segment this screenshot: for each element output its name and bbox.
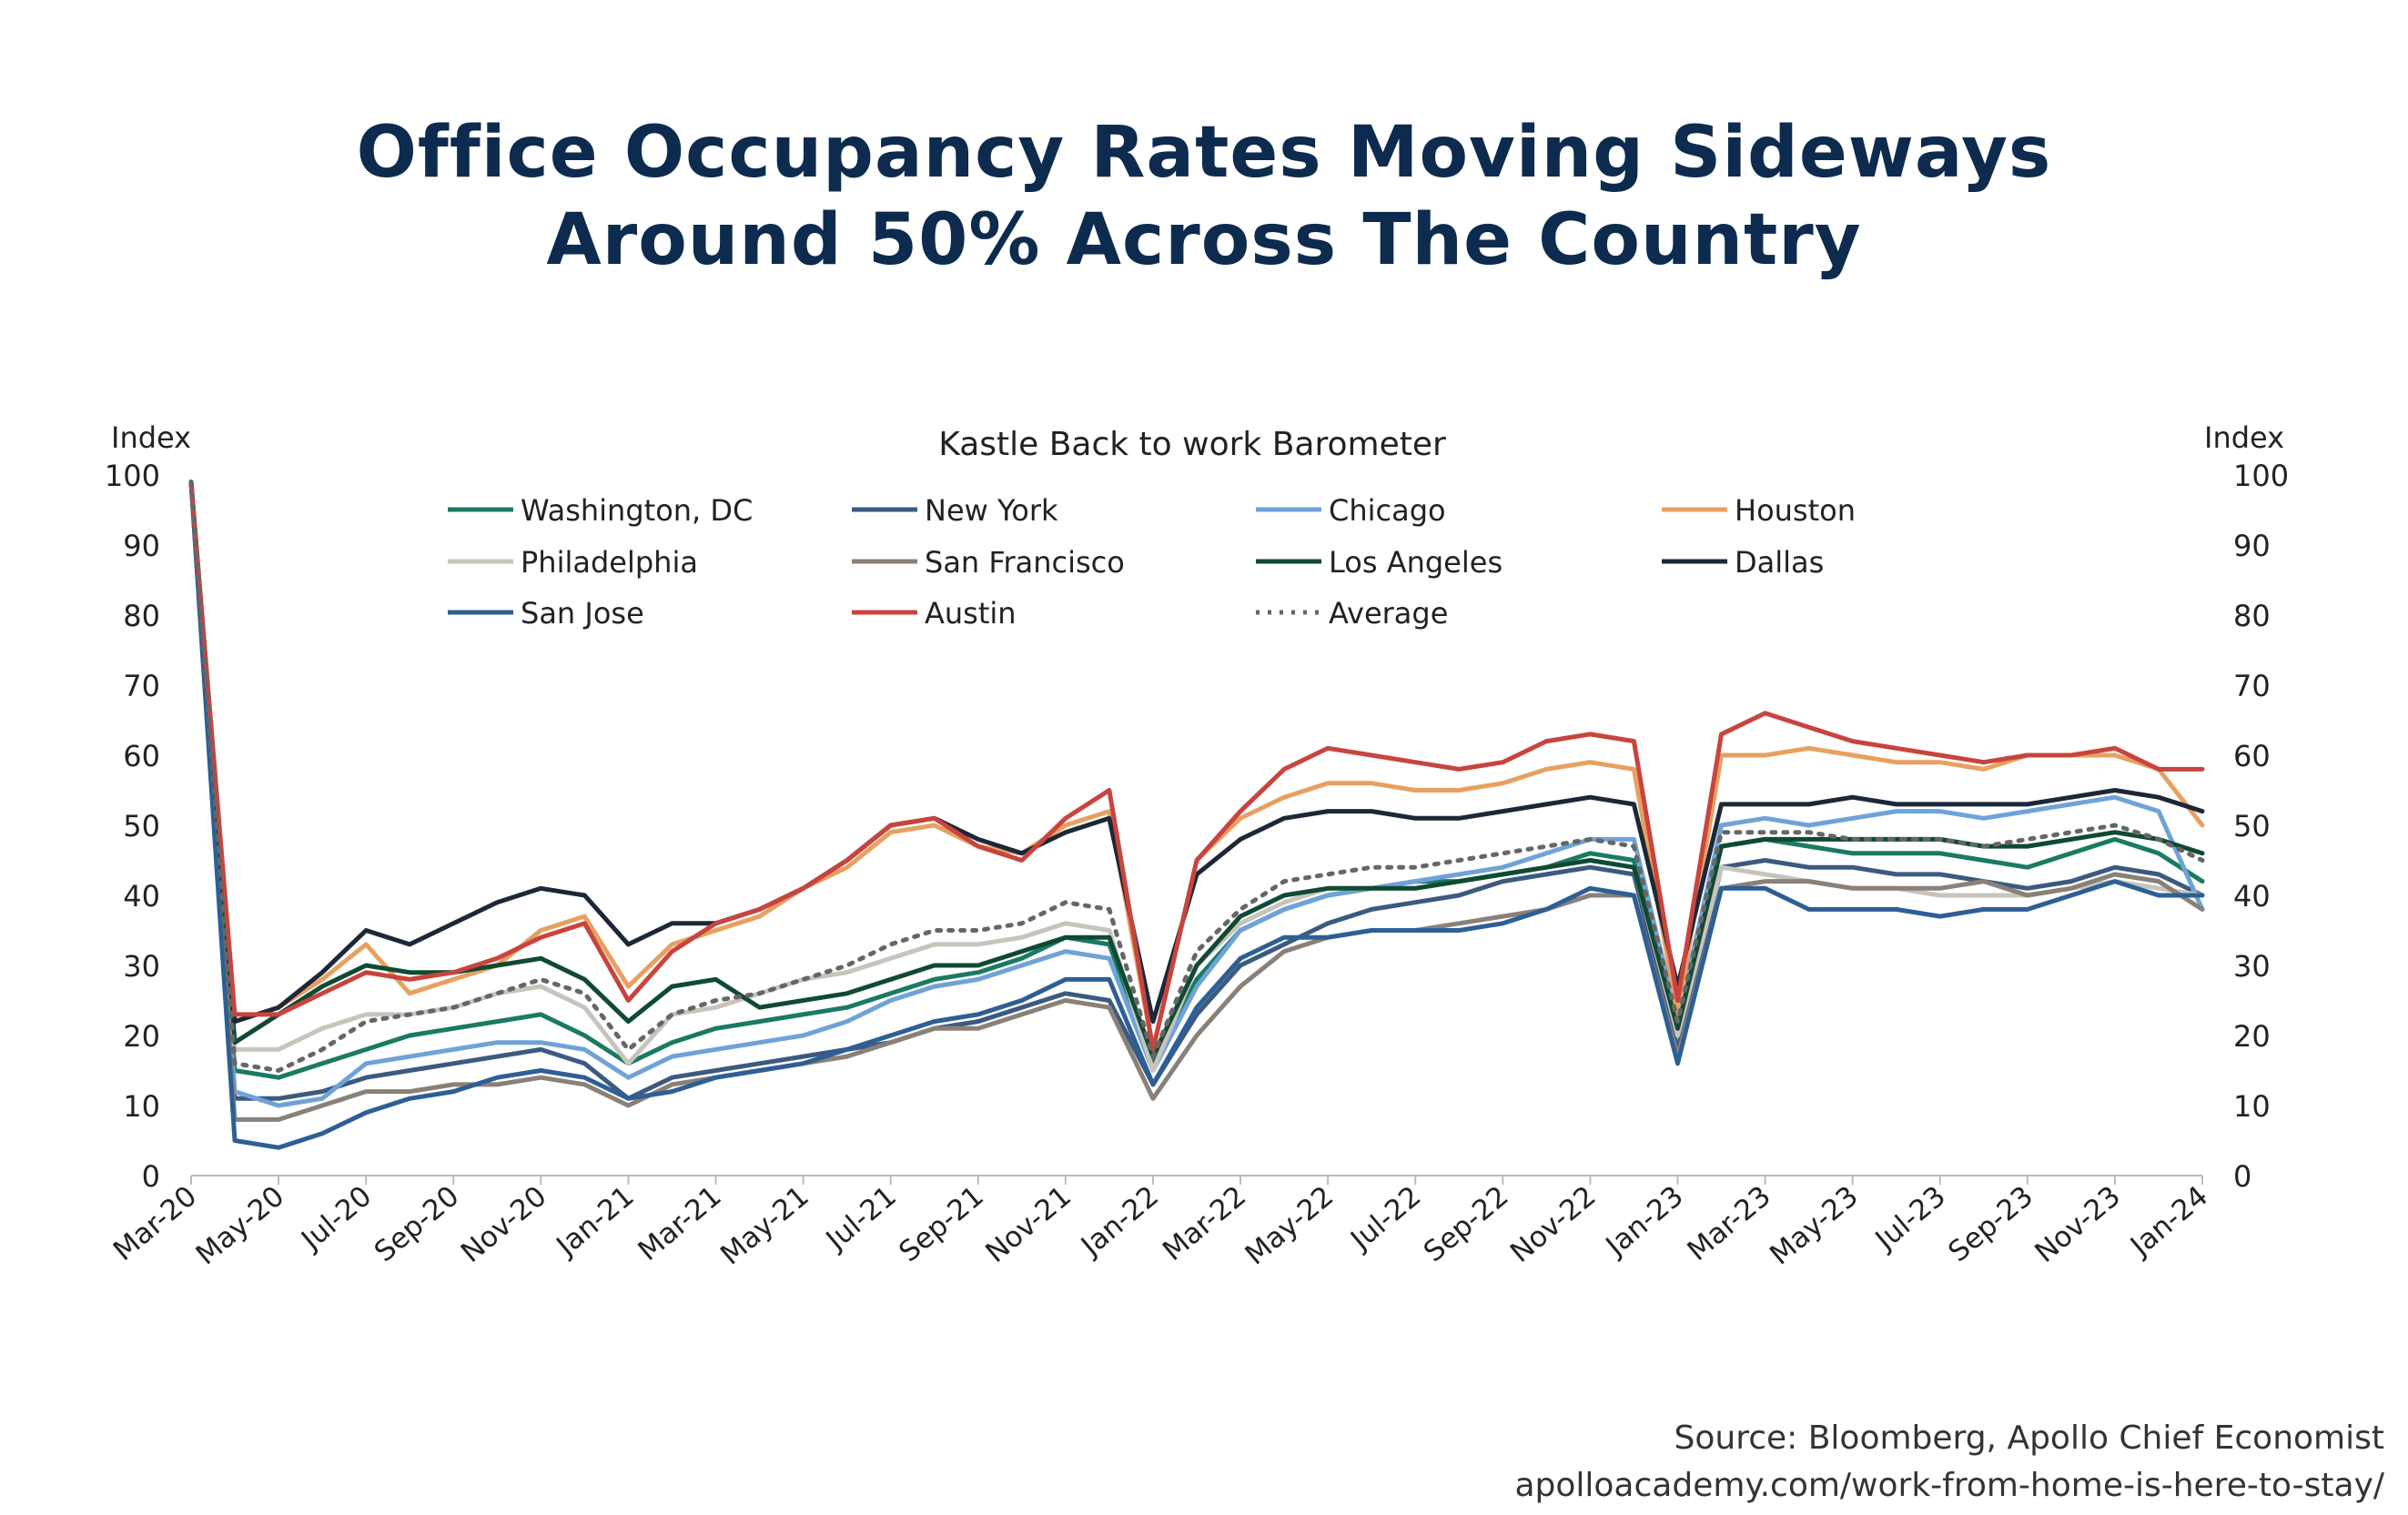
x-tick-label: Jul-23 [1868, 1180, 1952, 1257]
chart-title-line-2: Around 50% Across The Country [546, 199, 1862, 281]
legend-label: San Francisco [925, 545, 1125, 580]
x-tick-label: Sep-21 [893, 1180, 990, 1269]
series-line-los-angeles [188, 480, 2205, 1059]
series-line-austin [188, 480, 2205, 1052]
x-tick-label: Jul-21 [819, 1180, 903, 1257]
y-tick-label-right: 50 [2233, 809, 2271, 843]
legend-label: Philadelphia [521, 545, 698, 580]
x-tick-label: Jan-22 [1074, 1180, 1165, 1264]
y-axis-label-right: Index [2204, 420, 2284, 455]
y-tick-label-right: 0 [2233, 1159, 2251, 1194]
legend-layer: Washington, DC New York Chicago Houston Phil… [448, 493, 1856, 631]
legend-label: Los Angeles [1329, 545, 1502, 580]
source-url: apolloacademy.com/work-from-home-is-here… [1514, 1467, 2384, 1504]
chart-subtitle: Kastle Back to work Barometer [938, 426, 1446, 463]
y-tick-label-left: 100 [105, 459, 160, 493]
x-tick-label: Jan-24 [2123, 1180, 2214, 1264]
chart-title-line-1: Office Occupancy Rates Moving Sideways [356, 112, 2052, 194]
legend-label: Houston [1735, 493, 1856, 528]
x-tick-label: Nov-20 [455, 1180, 553, 1269]
legend-label: Austin [925, 596, 1017, 631]
y-tick-label-right: 100 [2233, 459, 2289, 493]
x-tick-label: Sep-20 [369, 1180, 466, 1269]
y-tick-label-left: 70 [123, 669, 160, 703]
y-tick-label-right: 20 [2233, 1019, 2271, 1054]
y-tick-label-right: 80 [2233, 599, 2271, 633]
x-tick-label: May-20 [190, 1180, 291, 1272]
y-tick-label-right: 30 [2233, 949, 2271, 984]
x-tick-label: Jul-22 [1343, 1180, 1427, 1257]
y-tick-label-right: 40 [2233, 879, 2271, 914]
series-line-chicago [188, 480, 2205, 1108]
legend-label: San Jose [521, 596, 644, 631]
y-tick-label-left: 80 [123, 599, 160, 633]
series-layer [188, 480, 2205, 1150]
y-tick-label-left: 40 [123, 879, 160, 914]
y-axis-label-left: Index [111, 420, 191, 455]
x-tick-label: May-22 [1239, 1180, 1341, 1272]
legend-label: Average [1329, 596, 1448, 631]
x-tick-label: Nov-21 [979, 1180, 1078, 1269]
y-tick-label-left: 0 [142, 1159, 160, 1194]
x-tick-label: Jan-21 [550, 1180, 641, 1264]
series-line-washington-dc [188, 480, 2205, 1080]
series-line-san-francisco [188, 480, 2205, 1122]
chart-title-block: Office Occupancy Rates Moving Sideways A… [0, 109, 2408, 284]
y-tick-label-right: 10 [2233, 1089, 2271, 1124]
x-tick-label: Nov-23 [2029, 1180, 2127, 1269]
y-tick-label-right: 90 [2233, 529, 2271, 563]
x-tick-label: Mar-21 [632, 1180, 727, 1268]
y-tick-label-right: 60 [2233, 739, 2271, 773]
series-line-new-york [188, 480, 2205, 1101]
x-tick-label: Mar-22 [1157, 1180, 1252, 1268]
x-tick-label: Jan-23 [1599, 1180, 1690, 1264]
x-tick-label: Jul-20 [294, 1180, 378, 1257]
series-line-san-jose [188, 480, 2205, 1150]
legend-label: New York [925, 493, 1058, 528]
legend-label: Chicago [1329, 493, 1446, 528]
x-tick-label: Nov-22 [1504, 1180, 1603, 1269]
series-line-dallas [188, 480, 2205, 1025]
y-tick-label-left: 20 [123, 1019, 160, 1054]
x-tick-label: May-23 [1764, 1180, 1865, 1272]
y-tick-label-left: 50 [123, 809, 160, 843]
x-tick-label: May-21 [714, 1180, 815, 1272]
source-text: Source: Bloomberg, Apollo Chief Economis… [1674, 1419, 2385, 1457]
y-tick-label-left: 90 [123, 529, 160, 563]
x-tick-label: Mar-23 [1681, 1180, 1776, 1268]
y-tick-label-right: 70 [2233, 669, 2271, 703]
y-tick-label-left: 10 [123, 1089, 160, 1124]
legend-label: Washington, DC [521, 493, 753, 528]
legend-label: Dallas [1735, 545, 1824, 580]
series-line-average [188, 480, 2205, 1073]
y-tick-label-left: 60 [123, 739, 160, 773]
y-tick-label-left: 30 [123, 949, 160, 984]
source-block: Source: Bloomberg, Apollo Chief Economis… [1514, 1415, 2384, 1510]
x-tick-label: Sep-22 [1418, 1180, 1515, 1269]
x-tick-label: Sep-23 [1942, 1180, 2039, 1269]
